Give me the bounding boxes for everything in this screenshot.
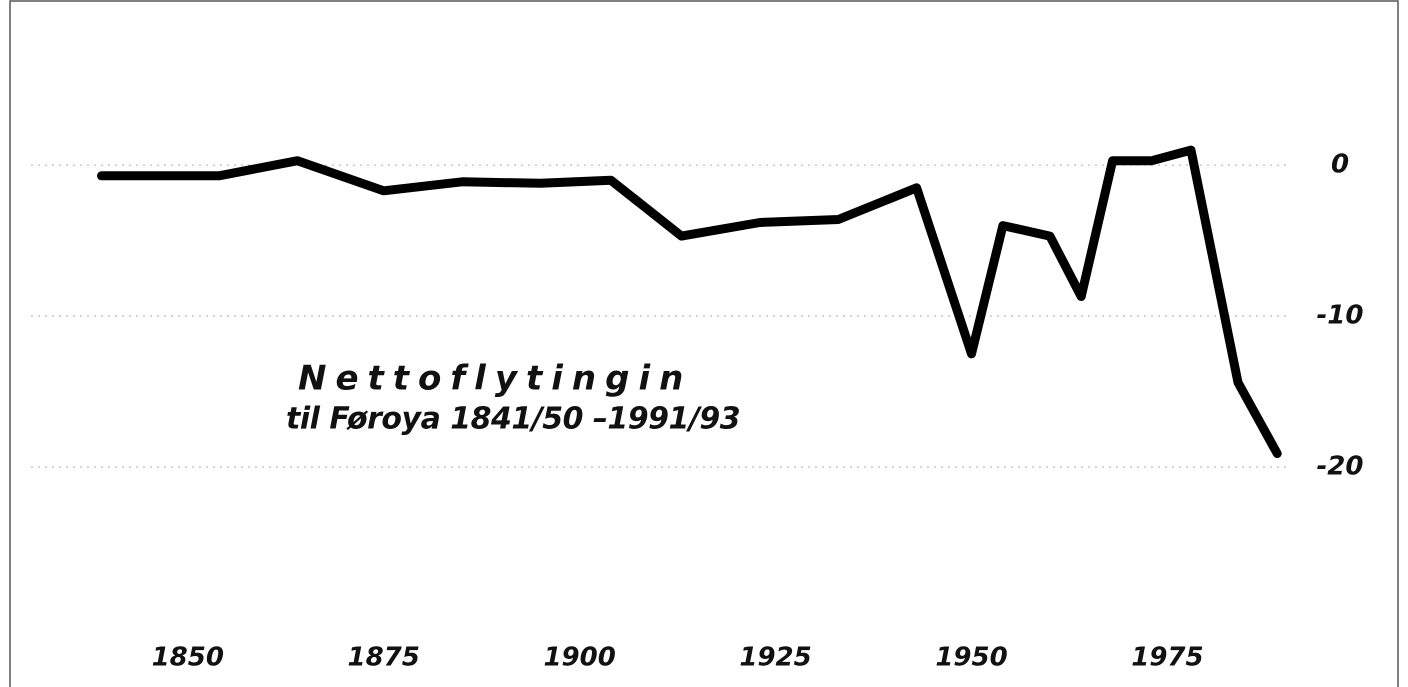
x-tick-label: 1850	[152, 643, 224, 673]
chart-title: Nettoflytingin	[298, 359, 692, 399]
y-tick-label: 0	[1331, 150, 1349, 180]
x-tick-label: 1900	[543, 643, 615, 673]
y-tick-label: -20	[1317, 452, 1364, 482]
x-tick-label: 1950	[935, 643, 1007, 673]
x-tick-label: 1975	[1131, 643, 1203, 673]
x-tick-label: 1925	[739, 643, 811, 673]
chart-subtitle: til Føroya 1841/50 –1991/93	[286, 402, 740, 437]
frame	[9, 0, 1399, 687]
x-tick-label: 1875	[348, 643, 420, 673]
y-tick-label: -10	[1317, 301, 1364, 331]
data-line	[97, 145, 1282, 458]
